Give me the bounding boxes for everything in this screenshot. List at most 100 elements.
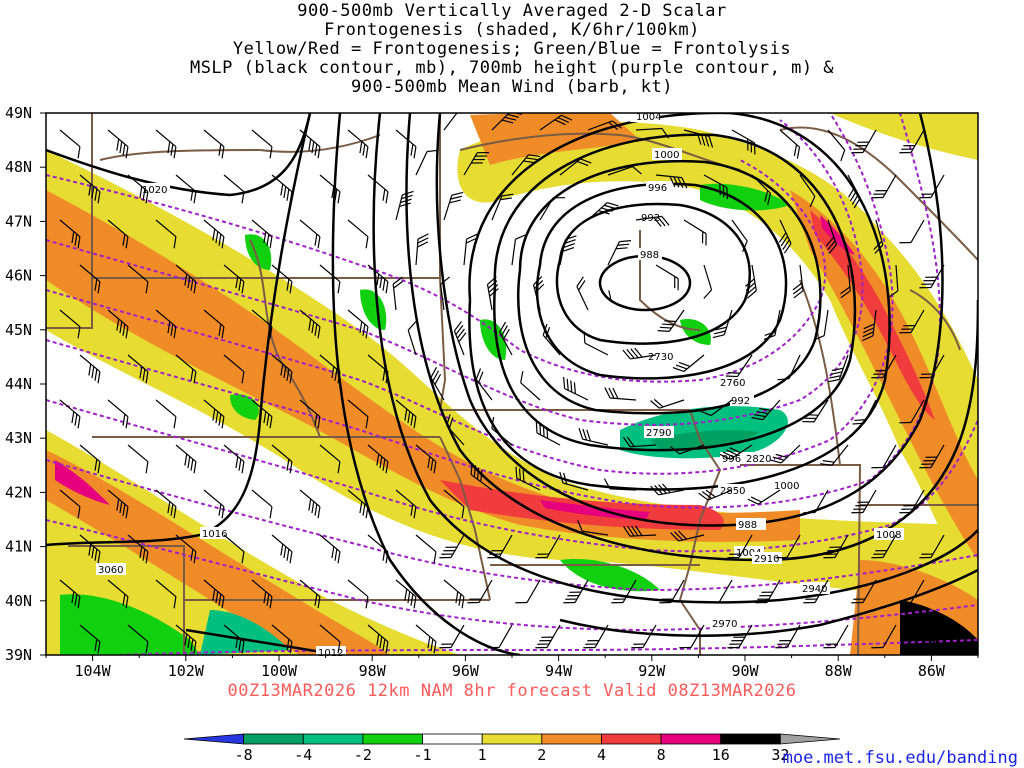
lat-label: 46N — [5, 267, 32, 285]
wind-barb — [871, 174, 897, 199]
wind-barb — [727, 624, 753, 649]
mslp-label: 996 — [722, 454, 741, 465]
lon-label: 96W — [452, 662, 480, 680]
wind-barb — [559, 471, 589, 491]
lon-label: 98W — [359, 662, 387, 680]
wind-barb — [223, 444, 245, 474]
wind-barb — [223, 624, 245, 654]
wind-barb — [299, 579, 321, 609]
wind-barb — [827, 129, 846, 162]
wind-barb — [59, 129, 81, 159]
title-line-2: Frontogenesis (shaded, K/6hr/100km) — [324, 20, 700, 40]
colorbar-label: 1 — [478, 746, 487, 764]
wind-barb — [703, 174, 728, 200]
wind-barb — [515, 579, 541, 604]
lat-label: 49N — [5, 104, 32, 122]
wind-barb — [107, 309, 129, 339]
wind-barb — [851, 129, 877, 154]
colorbar-label: -8 — [235, 746, 253, 764]
lat-label: 45N — [5, 321, 32, 339]
wind-barb — [487, 534, 513, 559]
wind-barb — [223, 264, 245, 294]
wind-barb — [107, 579, 129, 609]
wind-barb — [407, 321, 417, 356]
wind-barb — [395, 399, 417, 429]
colorbar-label: 8 — [657, 746, 666, 764]
wind-barb — [803, 489, 829, 514]
wind-barb — [679, 624, 705, 649]
height-label: 2760 — [720, 378, 745, 389]
wind-barb — [347, 489, 369, 519]
height-label: 2730 — [648, 352, 673, 363]
wind-barb — [443, 579, 465, 609]
mslp-label: 1016 — [202, 529, 227, 540]
wind-barb — [415, 233, 429, 266]
lat-label: 39N — [5, 646, 32, 664]
wind-barb — [712, 309, 733, 339]
wind-barb — [623, 525, 657, 537]
wind-barb — [823, 534, 849, 559]
wind-barb — [851, 489, 877, 514]
wind-barb — [319, 624, 341, 654]
wind-barb — [443, 113, 461, 131]
wind-barb — [535, 421, 561, 446]
wind-barb — [395, 489, 417, 519]
wind-barb — [367, 624, 389, 654]
wind-barb — [203, 579, 225, 609]
wind-barb — [871, 624, 897, 649]
wind-barb — [367, 264, 389, 294]
wind-barb — [700, 399, 733, 417]
wind-barb — [604, 387, 637, 401]
lat-label: 47N — [5, 212, 32, 230]
wind-barb — [622, 436, 657, 448]
colorbar-label: 2 — [537, 746, 546, 764]
wind-barb — [107, 399, 129, 429]
wind-barb — [203, 489, 225, 519]
wind-barb — [175, 354, 197, 384]
wind-barb — [899, 489, 925, 514]
wind-barb — [751, 399, 781, 421]
wind-barb — [347, 579, 369, 609]
wind-barb — [251, 129, 273, 159]
wind-barb — [520, 371, 541, 401]
wind-barb — [535, 624, 561, 649]
wind-barb — [775, 534, 801, 559]
wind-barb — [319, 354, 341, 384]
wind-barb — [271, 534, 293, 564]
wind-barb — [223, 174, 245, 204]
wind-barb — [299, 129, 321, 159]
colorbar-swatch — [720, 733, 781, 745]
wind-barb — [271, 264, 293, 294]
wind-barb — [79, 174, 101, 204]
mslp-label: 1004 — [736, 548, 761, 559]
wind-barb — [439, 276, 451, 311]
wind-barb — [698, 489, 733, 501]
wind-barb — [731, 129, 756, 155]
wind-barb — [899, 219, 925, 244]
wind-barb — [670, 530, 705, 542]
wind-barb — [299, 399, 321, 429]
wind-barb — [851, 579, 877, 604]
wind-barb — [871, 354, 897, 379]
lon-label: 104W — [75, 662, 112, 680]
wind-barb — [840, 264, 851, 299]
colorbar-swatch — [362, 733, 423, 745]
wind-barb — [542, 323, 561, 356]
wind-barb — [583, 624, 609, 649]
wind-barb — [79, 354, 101, 384]
wind-barb — [453, 321, 467, 356]
wind-barb — [443, 191, 464, 221]
mslp-label: 988 — [640, 250, 659, 261]
wind-barb — [635, 127, 670, 139]
height-label: 2820 — [746, 454, 771, 465]
wind-barb — [607, 240, 632, 266]
wind-barb — [127, 264, 149, 294]
colorbar-label: -2 — [354, 746, 372, 764]
contour-labels: 1004 1000 996 992 988 1020 1016 1012 100… — [96, 110, 904, 659]
wind-barb — [59, 489, 81, 519]
credit-link[interactable]: moe.met.fsu.edu/banding — [782, 748, 1018, 768]
wind-barb — [251, 219, 273, 249]
wind-barb — [563, 376, 589, 401]
wind-barb — [415, 149, 439, 176]
wind-barb — [635, 215, 670, 227]
